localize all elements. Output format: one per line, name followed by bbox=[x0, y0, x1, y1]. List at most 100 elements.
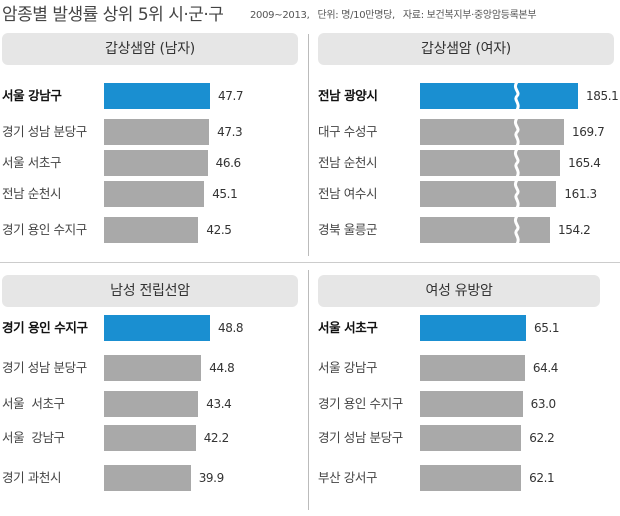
category-label: 전남 순천시 bbox=[2, 186, 62, 201]
category-label: 경기 성남 분당구 bbox=[2, 360, 87, 375]
value-label: 185.1 bbox=[586, 89, 619, 103]
chart-title: 암종별 발생률 상위 5위 시·군·구 bbox=[2, 5, 224, 25]
value-label: 39.9 bbox=[198, 471, 225, 485]
axis-break-mark bbox=[513, 181, 520, 207]
panel-title: 여성 유방암 bbox=[318, 275, 600, 307]
bar bbox=[104, 119, 210, 145]
bar bbox=[104, 150, 208, 176]
row-divider bbox=[0, 262, 620, 263]
bar-row: 서울 강남구 64.4 bbox=[318, 355, 614, 381]
panel-thyroid-female: 갑상샘암 (여자) 전남 광양시 185.1 대구 수성구 169.7 전남 순천시 165… bbox=[318, 33, 619, 265]
bar-row: 전남 광양시 185.1 bbox=[318, 83, 619, 109]
axis-break-mark bbox=[513, 119, 520, 145]
bar-row: 경기 용인 수지구 48.8 bbox=[2, 315, 298, 341]
bar bbox=[104, 465, 191, 491]
value-label: 45.1 bbox=[212, 187, 238, 201]
years-note: 2009~2013, bbox=[250, 10, 310, 21]
chart-meta: 2009~2013, 단위: 명/10만명당, 자료: 보건복지부·중앙암등록본부 bbox=[250, 6, 537, 21]
category-label: 경기 용인 수지구 bbox=[2, 320, 88, 335]
value-label: 42.2 bbox=[203, 431, 230, 445]
bar-row: 경기 용인 수지구 63.0 bbox=[318, 391, 614, 417]
bar-row: 부산 강서구 62.1 bbox=[318, 465, 614, 491]
category-label: 서울 서초구 bbox=[2, 155, 62, 170]
category-label: 경기 과천시 bbox=[2, 470, 62, 485]
bar-row: 서울 서초구 46.6 bbox=[2, 150, 298, 176]
category-label: 경기 용인 수지구 bbox=[2, 222, 87, 237]
value-label: 165.4 bbox=[568, 156, 601, 170]
category-label: 전남 여수시 bbox=[318, 186, 378, 201]
bar bbox=[104, 217, 199, 243]
unit-note: 단위: 명/10만명당, bbox=[317, 10, 395, 21]
value-label: 62.1 bbox=[529, 471, 555, 485]
value-label: 43.4 bbox=[206, 397, 232, 411]
bar-row: 전남 여수시 161.3 bbox=[318, 181, 614, 207]
category-label: 서울 서초구 bbox=[2, 396, 65, 411]
category-label: 부산 강서구 bbox=[318, 470, 378, 485]
value-label: 44.8 bbox=[209, 361, 235, 375]
category-label: 서울 강남구 bbox=[2, 430, 65, 445]
bar-row: 경북 울릉군 154.2 bbox=[318, 217, 614, 243]
value-label: 65.1 bbox=[534, 321, 560, 335]
bar-row: 경기 성남 분당구 44.8 bbox=[2, 355, 298, 381]
category-label: 전남 순천시 bbox=[318, 155, 378, 170]
value-label: 169.7 bbox=[572, 125, 605, 139]
bar bbox=[420, 391, 523, 417]
value-label: 64.4 bbox=[532, 361, 559, 375]
value-label: 48.8 bbox=[218, 321, 244, 335]
value-label: 154.2 bbox=[558, 223, 591, 237]
category-label: 경북 울릉군 bbox=[318, 222, 378, 237]
panel-divider-top bbox=[308, 34, 309, 256]
value-label: 161.3 bbox=[564, 187, 597, 201]
bar-row: 서울 서초구 43.4 bbox=[2, 391, 298, 417]
bar-row: 전남 순천시 165.4 bbox=[318, 150, 614, 176]
category-label: 경기 용인 수지구 bbox=[318, 396, 403, 411]
bar bbox=[104, 425, 196, 451]
bar bbox=[420, 355, 525, 381]
bar bbox=[420, 150, 561, 176]
bar-row: 서울 서초구 65.1 bbox=[318, 315, 614, 341]
value-label: 63.0 bbox=[530, 397, 557, 411]
bar bbox=[420, 315, 526, 341]
panel-divider-bottom bbox=[308, 270, 309, 510]
value-label: 47.3 bbox=[217, 125, 243, 139]
value-label: 62.2 bbox=[529, 431, 555, 445]
bar bbox=[104, 355, 202, 381]
bar-row: 경기 성남 분당구 47.3 bbox=[2, 119, 298, 145]
value-label: 46.6 bbox=[215, 156, 242, 170]
category-label: 대구 수성구 bbox=[318, 124, 378, 139]
bar bbox=[420, 217, 550, 243]
panel-title: 남성 전립선암 bbox=[2, 275, 298, 307]
axis-break-mark bbox=[513, 83, 520, 109]
category-label: 서울 강남구 bbox=[318, 360, 378, 375]
category-label: 전남 광양시 bbox=[318, 88, 378, 103]
bar bbox=[420, 83, 578, 109]
bar-row: 전남 순천시 45.1 bbox=[2, 181, 298, 207]
source-note: 자료: 보건복지부·중앙암등록본부 bbox=[402, 10, 537, 21]
category-label: 경기 성남 분당구 bbox=[318, 430, 403, 445]
bar bbox=[104, 315, 210, 341]
bar bbox=[104, 391, 199, 417]
axis-break-mark bbox=[513, 150, 520, 176]
bar-row: 경기 성남 분당구 62.2 bbox=[318, 425, 614, 451]
bar bbox=[420, 465, 522, 491]
axis-break-mark bbox=[513, 217, 520, 243]
category-label: 서울 강남구 bbox=[2, 88, 62, 103]
panel-title: 갑상샘암 (여자) bbox=[318, 33, 614, 65]
value-label: 42.5 bbox=[206, 223, 232, 237]
category-label: 서울 서초구 bbox=[318, 320, 378, 335]
bar-row: 대구 수성구 169.7 bbox=[318, 119, 614, 145]
bar-row: 경기 과천시 39.9 bbox=[2, 465, 298, 491]
bar-row: 서울 강남구 47.7 bbox=[2, 83, 298, 109]
bar bbox=[104, 83, 210, 109]
bar bbox=[420, 181, 557, 207]
panel-thyroid-male: 갑상샘암 (남자) 서울 강남구 47.7 경기 성남 분당구 47.3 서울 서초구 46… bbox=[2, 33, 298, 265]
panel-breast-female: 여성 유방암 서울 서초구 65.1 서울 강남구 64.4 경기 용인 수지구 63.0 경… bbox=[318, 275, 614, 507]
category-label: 경기 성남 분당구 bbox=[2, 124, 87, 139]
bar bbox=[420, 119, 564, 145]
bar-row: 경기 용인 수지구 42.5 bbox=[2, 217, 298, 243]
bar bbox=[104, 181, 205, 207]
panel-title: 갑상샘암 (남자) bbox=[2, 33, 298, 65]
bar-row: 서울 강남구 42.2 bbox=[2, 425, 298, 451]
bar bbox=[420, 425, 522, 451]
